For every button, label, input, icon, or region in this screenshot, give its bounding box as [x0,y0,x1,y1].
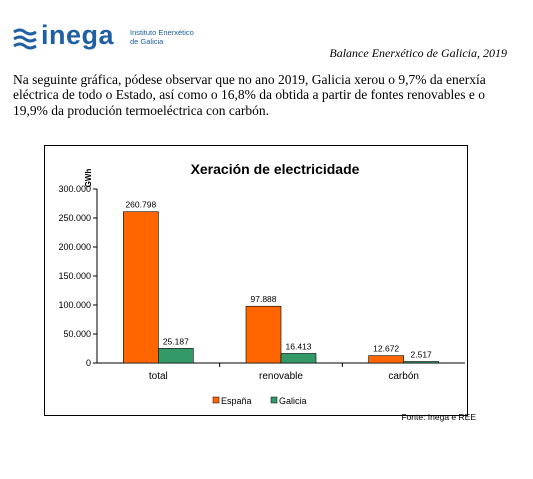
legend-label: España [221,396,252,406]
chart-frame: Xeración de electricidade GWh 0 50.000 100.0… [44,145,468,416]
bar-españa [245,305,282,364]
bar-galicia [158,348,194,364]
data-label: 260.798 [125,200,156,210]
x-tick-label: renovable [259,371,303,382]
body-paragraph: Na seguinte gráfica, pódese observar que… [13,72,486,118]
y-tick-label: 200.000 [58,242,91,252]
y-tick-label: 250.000 [58,213,91,223]
data-label: 2.517 [411,350,433,360]
logo-subtitle: Instituto Enerxético de Galicia [130,28,194,46]
legend-label: Galicia [279,396,307,406]
y-tick-label: 150.000 [58,271,91,281]
data-label: 12.672 [373,344,399,354]
logo-wordmark: inega [41,20,115,50]
y-tick-label: 300.000 [58,184,91,194]
bar-galicia [280,353,317,364]
data-label: 97.888 [251,294,277,304]
legend-swatch [270,396,278,404]
waves-icon [13,28,37,50]
data-label: 16.413 [286,341,312,351]
bar-españa [368,355,404,364]
y-tick-label: 50.000 [63,329,91,339]
legend-swatch [212,396,220,404]
electricity-chart: Xeración de electricidade GWh 0 50.000 100.0… [58,161,465,406]
document-title: Balance Enerxético de Galicia, 2019 [329,46,507,60]
y-axis-label: GWh [84,169,93,188]
logo-subtitle-line2: de Galicia [130,37,164,46]
inega-logo: inega Instituto Enerxético de Galicia [12,20,202,56]
bar-españa [123,211,159,364]
x-tick-label: total [149,371,168,382]
data-label: 25.187 [163,336,189,346]
y-tick-label: 0 [86,358,91,368]
logo-subtitle-line1: Instituto Enerxético [130,28,194,37]
source-note: Fonte: Inega e REE [401,412,476,422]
chart-title: Xeración de electricidade [191,161,360,177]
x-tick-label: carbón [388,371,419,382]
bar-galicia [403,361,439,364]
y-tick-label: 100.000 [58,300,91,310]
